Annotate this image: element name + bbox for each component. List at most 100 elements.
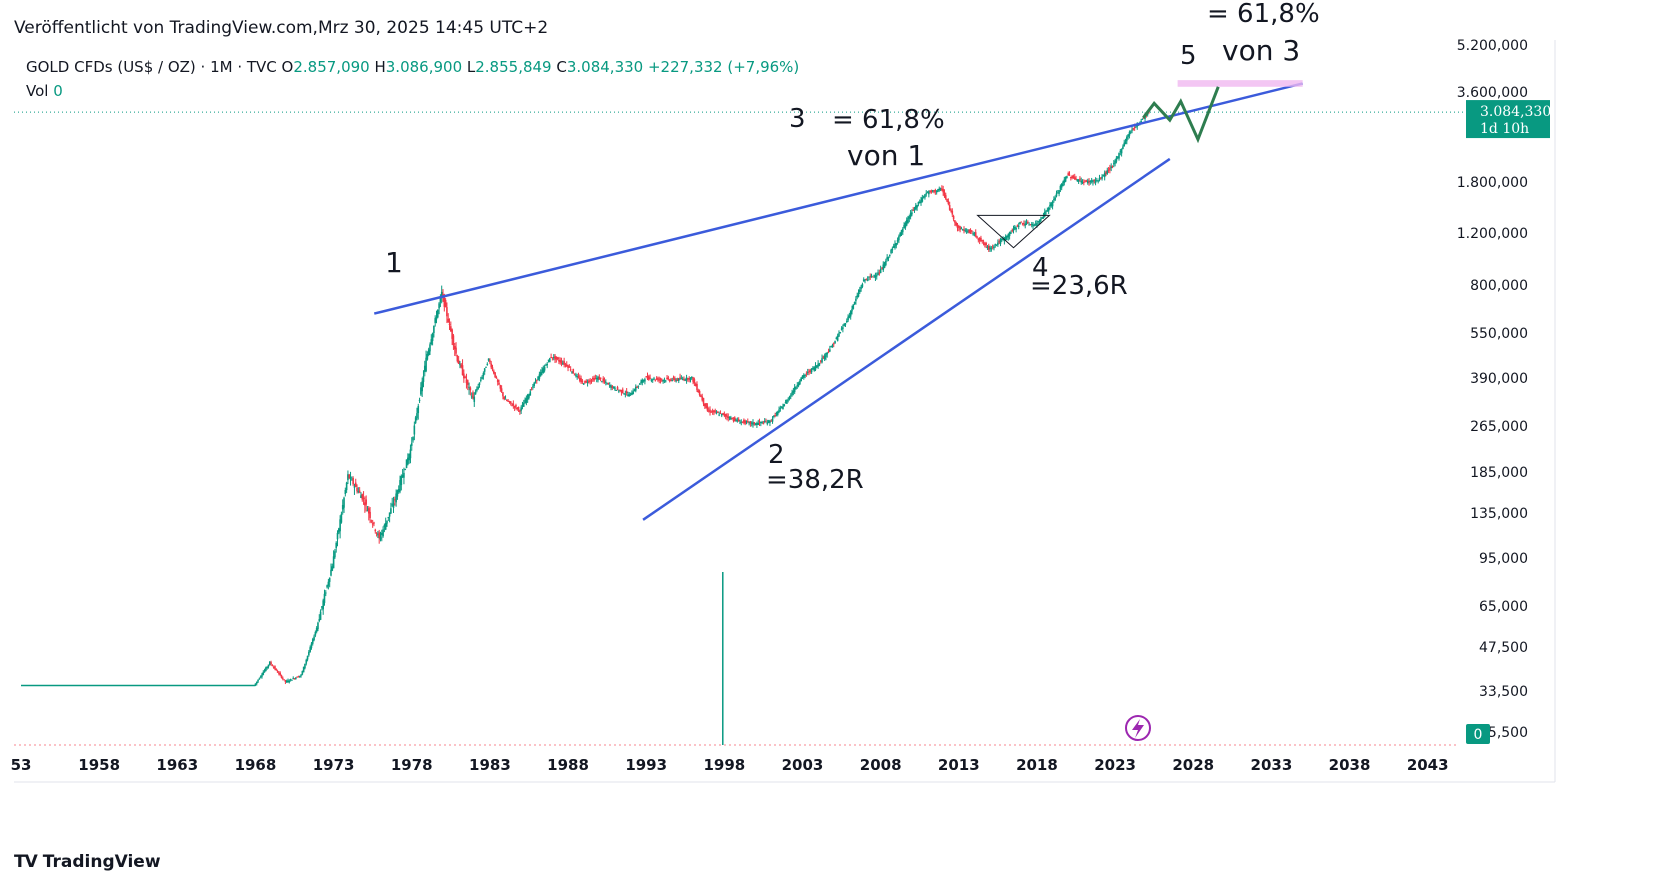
candle-body [616,387,619,390]
candle-body [486,363,489,365]
candle-body [636,386,638,388]
x-tick-label: 1968 [235,756,277,774]
candle-body [1010,232,1012,234]
candle-body [1089,180,1092,183]
candle-body [341,504,344,510]
candle-body [676,379,679,381]
candle-body [495,377,498,379]
candle-body [362,497,365,499]
candle-body [296,676,298,678]
candle-body [384,522,387,530]
candle-body [369,511,371,518]
volume-label[interactable]: Vol [26,82,49,100]
candle-body [1083,181,1085,183]
candle-body [569,369,572,371]
candle-body [386,520,388,524]
candle-body [338,528,340,533]
candle-body [832,343,835,345]
candle-body [594,377,597,379]
candle-body [1047,207,1050,212]
price-series [21,109,1150,687]
candle-body [645,376,647,378]
candle-body [1070,177,1072,179]
candle-body [288,680,291,682]
candle-body [853,301,856,304]
candle-body [756,422,758,425]
symbol-name[interactable]: GOLD CFDs (US$ / OZ) · 1M · TVC [26,58,277,76]
candle-body [985,242,987,246]
candle-body [752,422,754,425]
candle-body [697,390,700,393]
candle-body [455,347,457,354]
x-tick-label: 2038 [1329,756,1371,774]
candle-body [739,422,741,424]
candle-body [775,412,778,415]
candle-body [668,379,671,381]
candle-body [450,326,452,332]
candle-body [954,220,956,223]
candle-body [267,664,270,667]
tradingview-footer[interactable]: TV TradingView [14,852,161,872]
wave-3-ref: von 1 [847,139,925,172]
candle-body [973,233,976,235]
candle-body [479,379,482,381]
candle-body [621,389,624,393]
lightning-icon[interactable] [1125,715,1151,741]
candle-body [1076,179,1079,182]
candle-body [890,250,892,254]
candle-body [972,233,974,235]
candle-body [720,413,723,416]
candle-body [551,357,554,359]
candle-body [261,674,263,677]
candle-body [1058,190,1060,194]
candle-body [719,413,722,415]
candle-body [982,242,985,244]
candle-body [709,409,711,413]
candle-body [404,468,407,470]
candle-body [1096,180,1098,182]
candle-body [859,289,861,293]
candle-body [593,378,595,381]
candle-body [379,537,382,540]
candle-body [965,231,968,233]
candle-body [801,375,804,378]
candle-body [347,474,349,481]
candle-body [875,275,878,277]
wave-2-label: 2 [768,440,785,470]
candle-body [804,374,806,376]
x-tick-label: 1978 [391,756,433,774]
candle-body [1075,178,1077,180]
candle-body [900,230,903,235]
candle-body [1127,134,1129,137]
wave-4-label: 4 [1032,253,1049,283]
candle-body [598,376,601,380]
candle-body [438,303,440,309]
candle-body [577,376,580,378]
candle-body [1062,181,1064,187]
candle-body [921,197,924,202]
candle-body [1011,229,1014,232]
candle-body [563,361,565,365]
candle-body [358,490,361,493]
candle-body [845,320,848,323]
candle-body [498,382,500,385]
candle-body [671,379,674,381]
candle-body [365,499,367,505]
candle-body [855,298,857,302]
candle-body [477,386,479,389]
candle-body [285,680,288,683]
candle-body [864,279,866,281]
candle-body [1046,209,1049,211]
candle-body [473,396,476,402]
candle-body [407,457,409,465]
candle-body [926,192,929,194]
candle-body [491,367,494,370]
y-tick-label: 33,500 [1479,684,1528,700]
candle-body [558,360,560,362]
candle-body [586,382,589,384]
candle-body [637,385,640,387]
candle-body [1008,232,1011,237]
candle-body [315,627,318,632]
candle-body [951,210,954,215]
